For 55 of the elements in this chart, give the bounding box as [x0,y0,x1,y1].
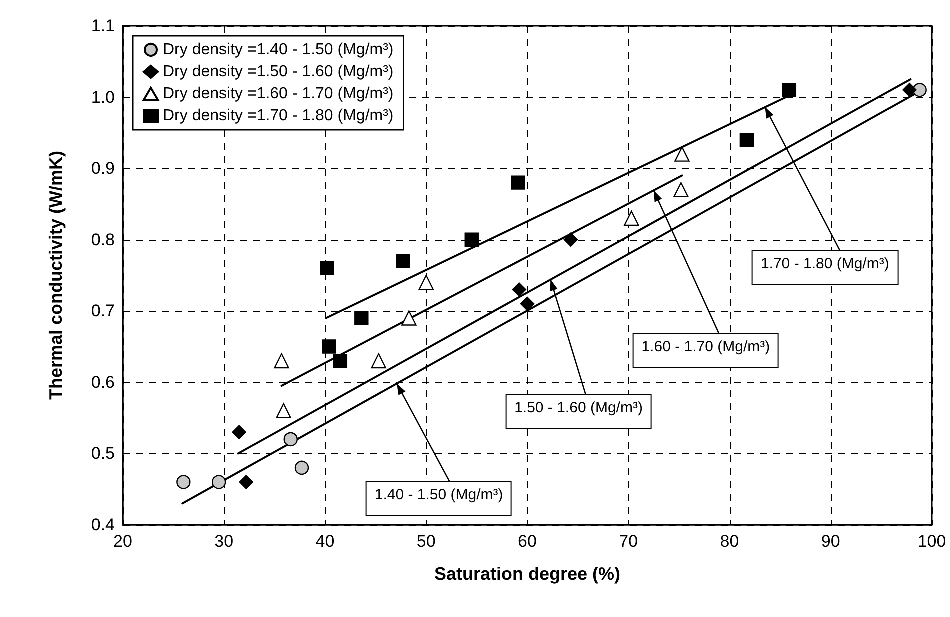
annotation: 1.40 - 1.50 (Mg/m³) [366,481,512,516]
point [674,182,689,198]
x-tick-label: 80 [720,532,740,551]
x-tick-label: 40 [316,532,335,551]
point [418,275,434,290]
point [232,425,246,440]
y-axis-title: Thermal conductivity (W/mK) [46,150,66,400]
point [782,83,797,98]
x-axis-title: Saturation degree (%) [434,564,621,584]
legend-label: Dry density =1.70 - 1.80 (Mg/m³) [163,108,394,124]
point [912,83,927,98]
y-tick-label: 0.8 [91,230,115,250]
x-tick-label: 70 [619,532,638,551]
x-tick-label: 100 [918,532,946,551]
y-tick-label: 0.4 [91,516,115,534]
x-tick-label: 50 [416,532,436,551]
annotation: 1.60 - 1.70 (Mg/m³) [632,333,780,368]
point [464,232,479,247]
point [320,261,334,276]
legend-label: Dry density =1.50 - 1.60 (Mg/m³) [163,64,394,80]
point [402,310,417,326]
point [371,353,386,369]
legend-label: Dry density =1.40 - 1.50 (Mg/m³) [163,42,394,58]
point [294,460,310,476]
point [239,475,254,490]
annotation: 1.70 - 1.80 (Mg/m³) [752,250,898,286]
x-tick-label: 60 [518,532,537,551]
point [333,354,348,368]
point [511,176,526,190]
point [902,83,917,98]
x-tick-label: 90 [821,532,840,551]
x-tick-label: 30 [214,532,234,551]
point [212,475,226,490]
y-tick-label: 0.9 [91,159,115,178]
y-tick-label: 0.7 [91,302,115,321]
point [176,475,191,490]
point [322,340,336,354]
point [276,403,292,419]
point [274,353,290,369]
legend-label: Dry density =1.60 - 1.70 (Mg/m³) [163,86,394,102]
point [624,210,640,226]
annotation: 1.50 - 1.60 (Mg/m³) [506,394,652,430]
point [564,232,578,247]
point [520,296,535,312]
point [284,432,298,447]
y-tick-label: 0.6 [91,372,115,392]
point [512,282,527,297]
y-tick-label: 0.5 [91,444,115,464]
point [740,132,754,148]
point [354,311,369,326]
point [674,146,690,162]
y-tick-label: 1.1 [91,16,115,36]
y-tick-label: 1.0 [91,88,115,107]
point [396,254,410,268]
x-tick-label: 20 [114,532,132,551]
